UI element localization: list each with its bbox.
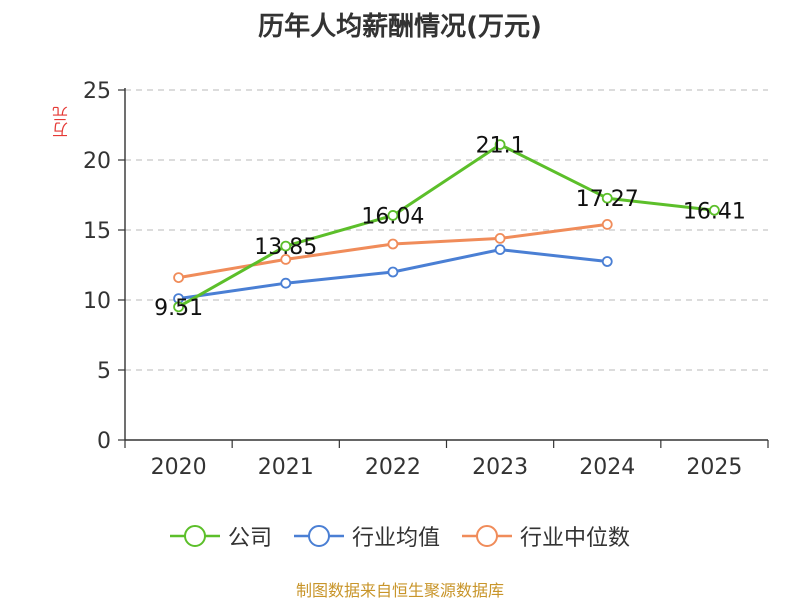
data-point xyxy=(387,210,399,221)
data-point xyxy=(173,301,184,313)
y-tick-label: 25 xyxy=(83,79,111,104)
y-tick-label: 10 xyxy=(83,289,111,314)
chart-legend: 公司 行业均值 行业中位数 xyxy=(0,520,800,552)
data-point xyxy=(387,266,399,278)
data-label: 21.1 xyxy=(476,134,525,159)
y-tick-label: 20 xyxy=(83,149,111,174)
data-point xyxy=(387,238,399,250)
data-point xyxy=(494,232,506,244)
legend-item[interactable]: 行业均值 xyxy=(293,520,440,552)
data-point xyxy=(709,204,720,216)
legend-swatch-icon xyxy=(293,525,344,547)
data-point xyxy=(601,256,613,267)
data-source-note: 制图数据来自恒生聚源数据库 xyxy=(295,581,504,600)
legend-label: 行业中位数 xyxy=(520,526,631,551)
x-tick-label: 2025 xyxy=(686,455,742,480)
data-point xyxy=(280,253,292,265)
x-tick-label: 2023 xyxy=(472,455,528,480)
y-tick-label: 0 xyxy=(97,429,111,454)
data-label: 13.85 xyxy=(254,235,317,260)
data-point xyxy=(494,244,506,256)
y-tick-label: 5 xyxy=(97,359,111,384)
legend-swatch-icon xyxy=(169,525,220,547)
data-label: 9.51 xyxy=(154,296,203,321)
data-point xyxy=(494,139,506,151)
x-tick-label: 2020 xyxy=(151,455,207,480)
data-point xyxy=(601,192,613,204)
data-point xyxy=(173,272,184,284)
data-label: 17.27 xyxy=(576,187,639,212)
legend-item[interactable]: 行业中位数 xyxy=(462,520,630,552)
legend-item[interactable]: 公司 xyxy=(169,520,272,552)
chart-title: 历年人均薪酬情况(万元) xyxy=(258,12,542,42)
series-line-0 xyxy=(177,143,715,309)
x-tick-label: 2024 xyxy=(579,455,635,480)
data-point xyxy=(601,218,613,230)
legend-label: 公司 xyxy=(227,526,272,551)
legend-label: 行业均值 xyxy=(351,526,440,551)
data-point xyxy=(280,277,292,289)
data-point xyxy=(280,240,292,252)
data-label: 16.41 xyxy=(683,199,746,224)
legend-swatch-icon xyxy=(462,525,512,547)
data-label: 16.04 xyxy=(361,204,424,229)
x-tick-label: 2022 xyxy=(365,455,421,480)
x-tick-label: 2021 xyxy=(258,455,314,480)
y-tick-label: 15 xyxy=(83,219,111,244)
